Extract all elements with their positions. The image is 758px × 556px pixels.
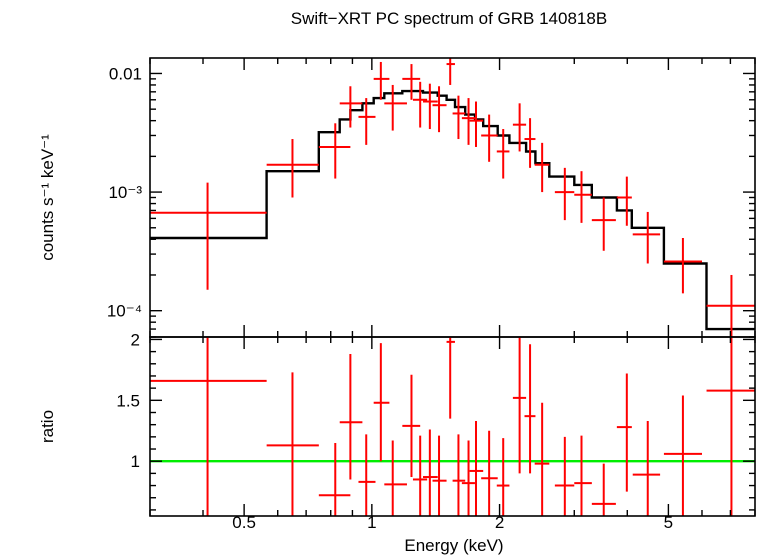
- spectrum-data-point: [422, 83, 438, 130]
- spectrum-data-point: [402, 64, 421, 100]
- chart-title: Swift−XRT PC spectrum of GRB 140818B: [291, 9, 607, 28]
- spectrum-data-point: [524, 118, 536, 168]
- spectrum-data-point: [339, 86, 363, 128]
- spectrum-data-point: [574, 171, 592, 223]
- spectrum-data-point: [452, 95, 466, 140]
- spectrum-data-point: [469, 101, 484, 147]
- spectrum-data-point: [512, 103, 527, 152]
- ratio-data-point: [373, 343, 390, 462]
- spectrum-data-point: [461, 98, 475, 145]
- ratio-data-point: [402, 374, 421, 478]
- ratio-panel-frame: [149, 336, 756, 517]
- ratio-data-point: [574, 435, 592, 516]
- x-tick-label: 0.5: [232, 513, 256, 532]
- spectrum-data-point: [616, 176, 632, 226]
- y-tick-label: 0.01: [109, 64, 142, 83]
- ratio-data-point: [339, 354, 363, 480]
- ratio-data-point: [318, 442, 351, 516]
- ratio-data-point: [481, 430, 498, 516]
- ratio-data-point: [446, 337, 455, 419]
- ratio-data-point: [461, 440, 475, 516]
- ratio-data-point: [358, 434, 376, 516]
- spectrum-data-point: [534, 142, 550, 193]
- ratio-plot-area: [150, 337, 755, 516]
- ratio-data-point: [422, 429, 438, 516]
- ratio-data-point: [554, 436, 575, 516]
- ratio-y-axis-label: ratio: [38, 410, 57, 443]
- spectrum-panel: 0.01 10⁻³ 10⁻⁴ counts s⁻¹ keV⁻¹: [38, 57, 756, 338]
- spectrum-data-point: [481, 114, 498, 162]
- x-tick-label: 1: [367, 513, 376, 532]
- spectrum-plot-area: [150, 58, 755, 337]
- spectrum-data-point: [432, 86, 447, 133]
- ratio-data-point: [150, 337, 267, 516]
- ratio-data-point: [512, 337, 527, 474]
- ratio-tick-label: 1.5: [116, 391, 140, 410]
- ratio-data-point: [496, 438, 510, 516]
- y-tick-label: 10⁻⁴: [107, 302, 142, 321]
- spectrum-data-point: [373, 61, 390, 100]
- ratio-panel: 0.5 1 2 5 2 1.5 1 ratio Energy (keV): [38, 330, 756, 555]
- spectrum-data-point: [446, 58, 455, 85]
- x-tick-label: 5: [664, 513, 673, 532]
- ratio-data-point: [432, 435, 447, 516]
- ratio-tick-label: 1: [131, 452, 140, 471]
- spectrum-data-point: [591, 197, 616, 251]
- ratio-data-point: [384, 440, 407, 516]
- ratio-data-point: [591, 463, 616, 516]
- spectrum-data-point: [150, 182, 267, 290]
- ratio-data-point: [616, 373, 632, 492]
- model-step-line: [150, 89, 755, 331]
- ratio-tick-label: 2: [131, 330, 140, 349]
- ratio-data-point: [524, 344, 536, 474]
- spectrum-data-point: [384, 84, 407, 131]
- x-tick-label: 2: [495, 513, 504, 532]
- x-axis-label: Energy (keV): [404, 536, 503, 555]
- spectrum-data-point: [706, 274, 755, 337]
- ratio-data-point: [469, 421, 484, 516]
- ratio-data-point: [706, 337, 755, 516]
- spectrum-data-point: [663, 238, 702, 294]
- ratio-data-point: [663, 395, 702, 516]
- ratio-data-point: [452, 434, 466, 516]
- ratio-data-point: [534, 402, 550, 516]
- spectrum-axis-ticks: 0.01 10⁻³ 10⁻⁴: [107, 58, 756, 338]
- spectrum-data-point: [496, 129, 510, 179]
- spectrum-data-point: [266, 139, 319, 198]
- y-tick-label: 10⁻³: [108, 183, 142, 202]
- spectrum-data-point: [554, 167, 575, 221]
- ratio-data-point: [632, 421, 661, 516]
- ratio-data-point: [412, 435, 428, 516]
- spectrum-data-point: [358, 98, 376, 145]
- spectrum-data-point: [412, 81, 428, 128]
- spectrum-y-axis-label: counts s⁻¹ keV⁻¹: [38, 134, 57, 261]
- ratio-data-point: [266, 372, 319, 516]
- spectrum-data-point: [318, 123, 351, 179]
- ratio-axis-ticks: 0.5 1 2 5 2 1.5 1: [116, 330, 756, 532]
- spectrum-data-point: [632, 211, 661, 264]
